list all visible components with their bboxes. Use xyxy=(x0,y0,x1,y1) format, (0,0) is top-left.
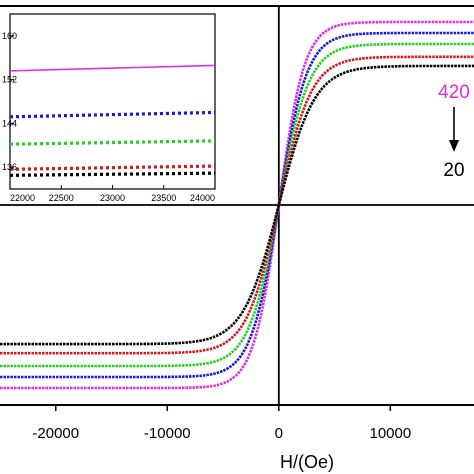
inset-x-tick-label: 24000 xyxy=(190,193,215,203)
inset-series-line xyxy=(9,64,216,72)
inset-y-tick-label: 160 xyxy=(2,31,17,41)
main-x-ticks: -20000 -10000 0 10000 xyxy=(32,405,411,442)
magnetization-curve xyxy=(0,64,474,346)
inset-series-line xyxy=(9,164,216,171)
inset-series-line xyxy=(9,139,216,146)
inset-x-tick-label: 23000 xyxy=(100,193,125,203)
main-plot-frame xyxy=(0,5,474,406)
annotation-top-label: 420 xyxy=(438,82,470,103)
annotation-bottom-label: 20 xyxy=(443,160,464,181)
series-order-annotation: 420 20 xyxy=(438,82,470,181)
inset-y-tick-label: 144 xyxy=(2,118,17,128)
annotation-arrow-head xyxy=(449,140,459,152)
inset-y-tick-label: 136 xyxy=(2,162,17,172)
inset-series-line xyxy=(9,171,216,177)
inset-y-ticks: 136 144 152 160 xyxy=(2,31,17,172)
x-tick-label: 0 xyxy=(275,425,283,442)
magnetization-curve xyxy=(0,55,474,355)
x-tick-label: -20000 xyxy=(32,425,79,442)
inset-plot: 22000 22500 23000 23500 24000 136 144 152 160 xyxy=(2,13,216,203)
inset-y-tick-label: 152 xyxy=(2,75,17,85)
inset-x-tick-label: 22000 xyxy=(10,193,35,203)
inset-series xyxy=(9,64,216,177)
inset-x-ticks: 22000 22500 23000 23500 24000 xyxy=(9,185,216,203)
magnetization-curve xyxy=(0,31,474,379)
inset-x-tick-label: 22500 xyxy=(49,193,74,203)
main-curves xyxy=(0,20,474,390)
x-tick-label: 10000 xyxy=(369,425,411,442)
inset-x-tick-label: 23500 xyxy=(151,193,176,203)
magnetization-curve xyxy=(0,20,474,390)
inset-series-line xyxy=(9,110,216,119)
x-tick-label: -10000 xyxy=(144,425,191,442)
inset-frame xyxy=(9,13,216,190)
magnetization-curve xyxy=(0,42,474,368)
x-axis-label: H/(Oe) xyxy=(280,452,334,472)
